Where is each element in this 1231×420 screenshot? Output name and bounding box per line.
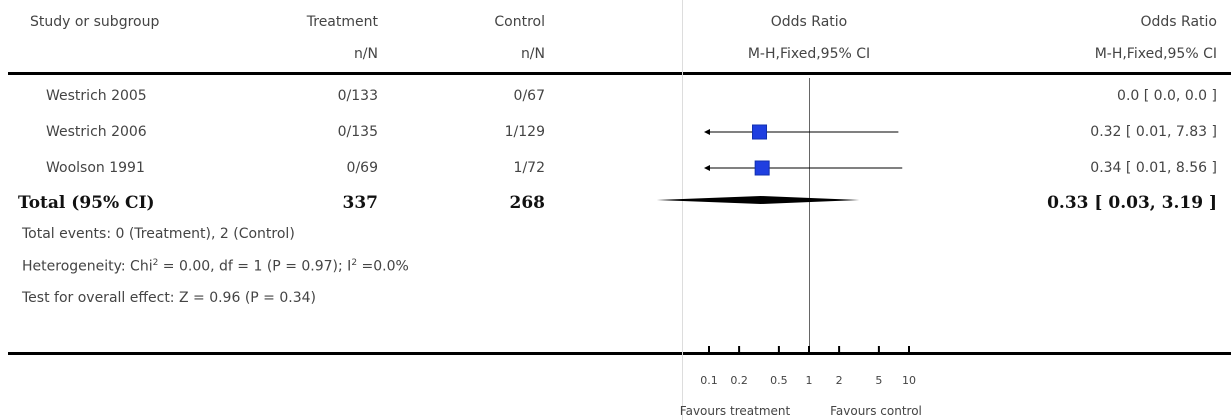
header-control-sub: n/N: [520, 46, 545, 62]
study-marker: [754, 160, 770, 176]
header-rule: [8, 72, 1231, 75]
favours-control-label: Favours control: [830, 404, 922, 418]
study-name: Woolson 1991: [46, 160, 145, 176]
axis-tick-label: 0.1: [700, 374, 718, 387]
total-label: Total (95% CI): [18, 193, 155, 213]
ci-arrow-left: [704, 129, 710, 135]
study-ci: 0.0 [ 0.0, 0.0 ]: [1117, 88, 1217, 104]
study-treatment: 0/69: [346, 160, 378, 176]
footnote-heterogeneity: Heterogeneity: Chi2 = 0.00, df = 1 (P = …: [22, 258, 409, 275]
total-control: 268: [509, 193, 546, 213]
axis-tick-label: 5: [875, 374, 882, 387]
study-name: Westrich 2006: [46, 124, 147, 140]
ci-arrow-left: [704, 165, 710, 171]
footer-rule: [8, 352, 1231, 355]
header-effect-sub: M-H,Fixed,95% CI: [1094, 46, 1217, 62]
axis-tick-label: 2: [836, 374, 843, 387]
header-control: Control: [494, 14, 545, 30]
axis-tick-label: 10: [902, 374, 916, 387]
total-ci: 0.33 [ 0.03, 3.19 ]: [1047, 193, 1217, 213]
study-treatment: 0/135: [337, 124, 378, 140]
header-effect: Odds Ratio: [1140, 14, 1217, 30]
header-plot: Odds Ratio: [770, 14, 848, 30]
favours-treatment-label: Favours treatment: [680, 404, 791, 418]
footnote-overall-effect: Test for overall effect: Z = 0.96 (P = 0…: [22, 290, 316, 306]
study-ci: 0.34 [ 0.01, 8.56 ]: [1090, 160, 1217, 176]
study-marker: [752, 124, 768, 140]
header-study: Study or subgroup: [30, 14, 160, 30]
study-control: 0/67: [513, 88, 545, 104]
axis-tick-label: 1: [806, 374, 813, 387]
pooled-diamond: [656, 196, 860, 204]
footnote-events: Total events: 0 (Treatment), 2 (Control): [22, 226, 295, 242]
header-treatment: Treatment: [306, 14, 378, 30]
study-control: 1/129: [504, 124, 545, 140]
axis-tick-label: 0.2: [730, 374, 748, 387]
study-ci: 0.32 [ 0.01, 7.83 ]: [1090, 124, 1217, 140]
header-treatment-sub: n/N: [353, 46, 378, 62]
study-control: 1/72: [513, 160, 545, 176]
axis-tick-label: 0.5: [770, 374, 788, 387]
study-name: Westrich 2005: [46, 88, 147, 104]
header-plot-sub: M-H,Fixed,95% CI: [747, 46, 871, 62]
study-treatment: 0/133: [337, 88, 378, 104]
total-treatment: 337: [342, 193, 379, 213]
